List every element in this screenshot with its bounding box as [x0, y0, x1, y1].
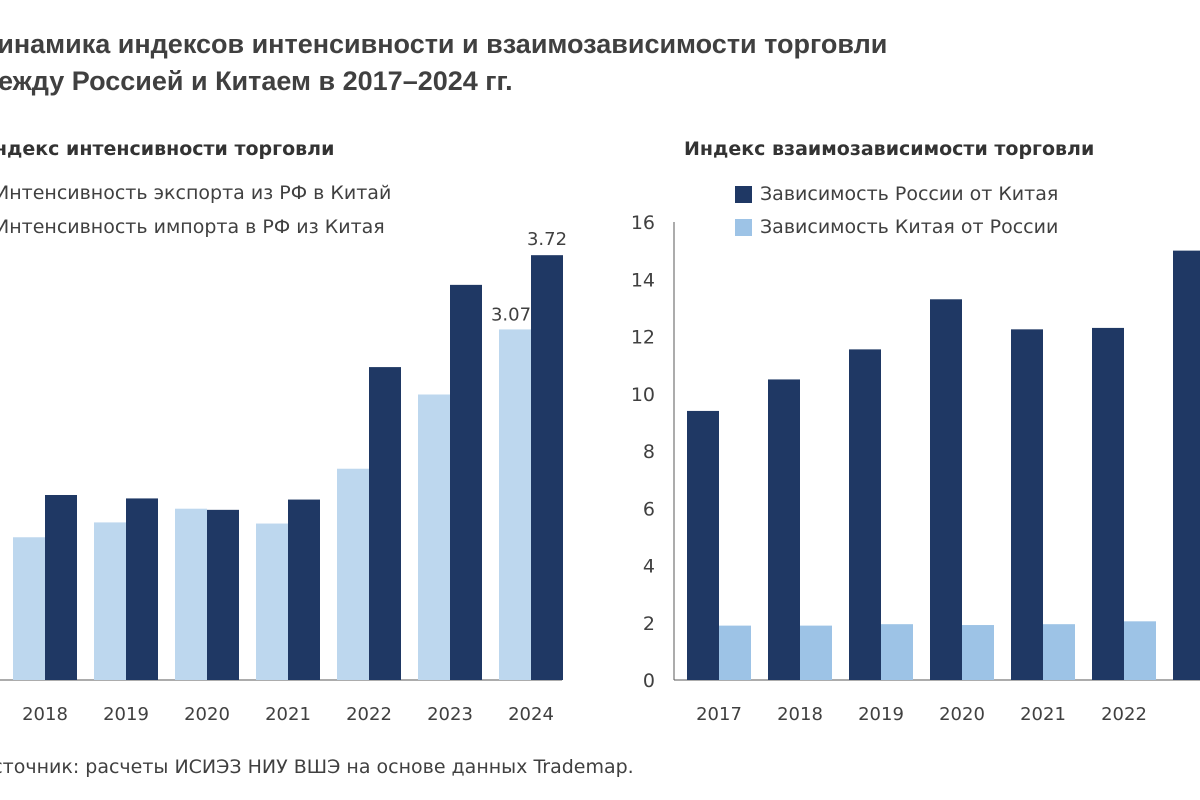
x-tick-label-left: 2020 — [184, 704, 230, 725]
x-tick-label-right: 2021 — [1020, 704, 1066, 725]
y-tick-label-right: 10 — [631, 384, 655, 406]
legend-label: Интенсивность экспорта из РФ в Китай — [0, 182, 392, 204]
bar-china-dependence-2021 — [1043, 624, 1075, 680]
y-tick-label-right: 8 — [643, 441, 655, 463]
y-tick-label-right: 14 — [631, 269, 655, 291]
bar-russia-dependence-2023 — [1173, 250, 1200, 680]
title-line-1: Динамика индексов интенсивности и взаимо… — [0, 29, 888, 59]
bar-import-2020 — [207, 509, 239, 680]
x-tick-label-left: 2019 — [103, 704, 149, 725]
bar-export-2021 — [256, 523, 288, 680]
bar-import-2021 — [288, 499, 320, 680]
bar-import-2018 — [45, 494, 77, 680]
bar-russia-dependence-2019 — [849, 349, 881, 680]
y-tick-label-right: 0 — [643, 670, 655, 692]
bar-china-dependence-2018 — [800, 625, 832, 680]
bar-export-2019 — [94, 522, 126, 680]
right-panel-title: Индекс взаимозависимости торговли — [684, 138, 1095, 160]
bar-russia-dependence-2022 — [1092, 327, 1124, 680]
x-tick-label-right: 2017 — [696, 704, 742, 725]
x-tick-label-right: 2019 — [858, 704, 904, 725]
bar-import-2023 — [450, 284, 482, 680]
bar-export-2023 — [418, 394, 450, 680]
legend-left-import: Интенсивность импорта в РФ из Китая — [0, 216, 385, 238]
bar-china-dependence-2022 — [1124, 621, 1156, 680]
bar-russia-dependence-2020 — [930, 299, 962, 680]
bar-china-dependence-2017 — [719, 625, 751, 680]
x-tick-label-left: 2022 — [346, 704, 392, 725]
left-panel-title: Индекс интенсивности торговли — [0, 138, 335, 160]
bar-export-2024 — [499, 329, 531, 680]
data-label-import-2024: 3.72 — [527, 229, 567, 250]
data-label-export-2024: 3.07 — [491, 304, 531, 325]
bar-export-2018 — [13, 537, 45, 680]
legend-right-russia: Зависимость России от Китая — [735, 183, 1058, 205]
bar-export-2020 — [175, 508, 207, 680]
x-tick-label-left: 2018 — [22, 704, 68, 725]
y-tick-label-right: 16 — [631, 212, 655, 234]
legend-left-export: Интенсивность экспорта из РФ в Китай — [0, 182, 391, 204]
x-tick-label-left: 2024 — [508, 704, 554, 725]
bar-import-2019 — [126, 498, 158, 680]
bar-russia-dependence-2021 — [1011, 329, 1043, 680]
bar-import-2022 — [369, 367, 401, 680]
x-tick-label-right: 2022 — [1101, 704, 1147, 725]
x-tick-label-right: 2020 — [939, 704, 985, 725]
bar-china-dependence-2019 — [881, 624, 913, 680]
bar-russia-dependence-2018 — [768, 379, 800, 680]
bar-export-2022 — [337, 468, 369, 680]
chart-title: Динамика индексов интенсивности и взаимо… — [0, 26, 1158, 100]
source-note: Источник: расчеты ИСИЭЗ НИУ ВШЭ на основ… — [0, 756, 634, 778]
x-tick-label-right: 2018 — [777, 704, 823, 725]
bar-china-dependence-2020 — [962, 625, 994, 680]
legend-swatch-dark — [735, 185, 752, 203]
x-tick-label-left: 2021 — [265, 704, 311, 725]
y-tick-label-right: 4 — [643, 556, 655, 578]
y-tick-label-right: 2 — [643, 613, 655, 635]
bar-import-2024 — [531, 255, 563, 680]
bar-russia-dependence-2017 — [687, 410, 719, 680]
legend-right-china: Зависимость Китая от России — [735, 216, 1058, 238]
y-tick-label-right: 12 — [631, 327, 655, 349]
legend-label: Зависимость Китая от России — [760, 216, 1059, 238]
legend-label: Зависимость России от Китая — [760, 183, 1059, 205]
y-tick-label-right: 6 — [643, 498, 655, 520]
x-tick-label-left: 2023 — [427, 704, 473, 725]
title-line-2: между Россией и Китаем в 2017–2024 гг. — [0, 66, 513, 96]
legend-swatch-light — [735, 218, 752, 236]
legend-label: Интенсивность импорта в РФ из Китая — [0, 216, 385, 238]
